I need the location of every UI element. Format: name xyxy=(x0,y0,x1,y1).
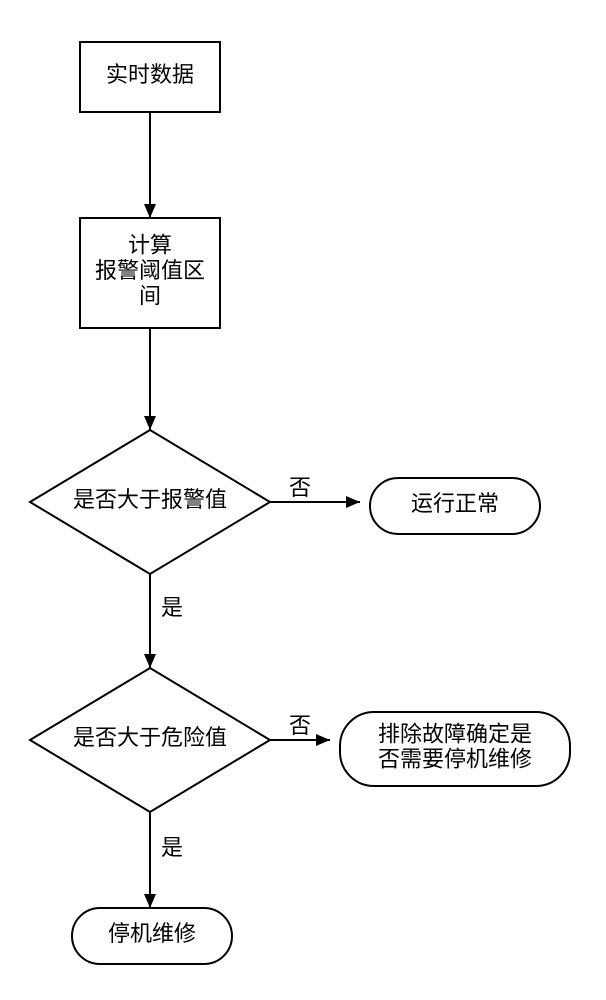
svg-text:否: 否 xyxy=(289,713,311,738)
svg-text:是否大于危险值: 是否大于危险值 xyxy=(73,725,227,750)
edge-4: 否 xyxy=(270,713,330,746)
svg-text:是: 是 xyxy=(161,835,183,860)
edge-1 xyxy=(144,328,156,430)
svg-text:否需要停机维修: 否需要停机维修 xyxy=(378,747,532,772)
edge-5: 是 xyxy=(144,812,183,908)
node-n4: 运行正常 xyxy=(370,478,540,534)
edge-3: 是 xyxy=(144,574,183,668)
svg-text:报警阈值区: 报警阈值区 xyxy=(95,258,205,283)
svg-text:否: 否 xyxy=(289,475,311,500)
node-n5: 是否大于危险值 xyxy=(30,668,270,812)
node-n7: 停机维修 xyxy=(72,908,232,964)
svg-text:停机维修: 停机维修 xyxy=(108,921,196,946)
svg-text:计算: 计算 xyxy=(128,233,172,258)
node-n1: 实时数据 xyxy=(80,42,220,112)
edge-2: 否 xyxy=(270,475,360,508)
svg-text:运行正常: 运行正常 xyxy=(411,491,499,516)
node-n6: 排除故障确定是否需要停机维修 xyxy=(340,712,570,786)
node-n2: 计算报警阈值区间 xyxy=(80,218,220,328)
svg-text:是否大于报警值: 是否大于报警值 xyxy=(73,487,227,512)
svg-text:间: 间 xyxy=(139,283,161,308)
svg-text:是: 是 xyxy=(161,595,183,620)
edge-0 xyxy=(144,112,156,218)
svg-text:排除故障确定是: 排除故障确定是 xyxy=(378,721,532,746)
node-n3: 是否大于报警值 xyxy=(30,430,270,574)
svg-text:实时数据: 实时数据 xyxy=(106,62,194,87)
